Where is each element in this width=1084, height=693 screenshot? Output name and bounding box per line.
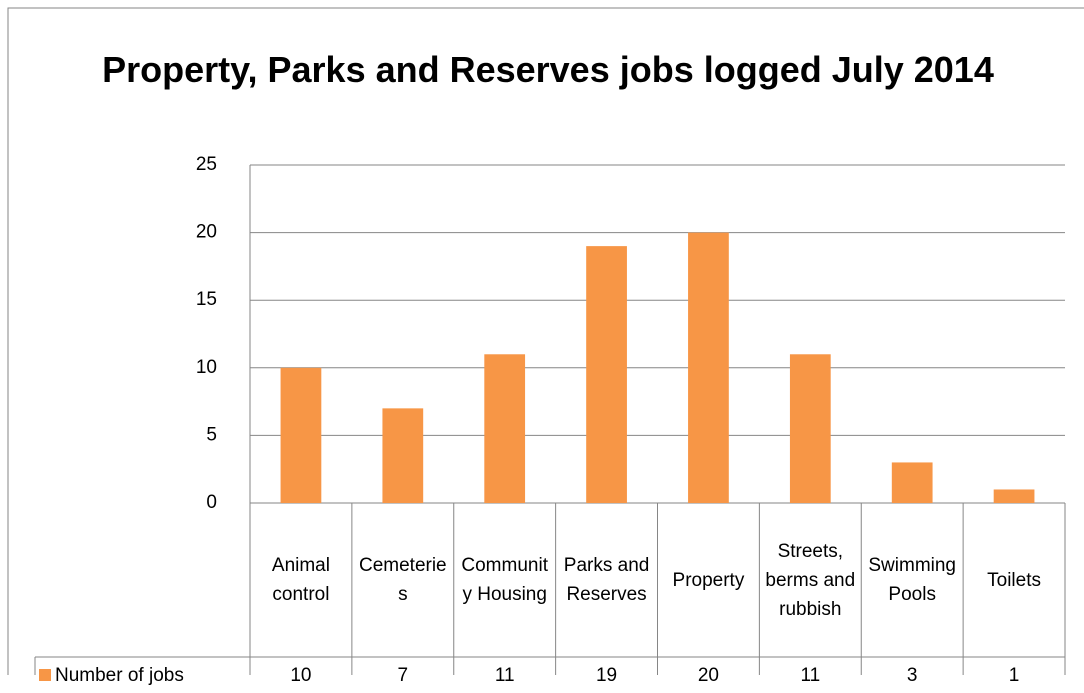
bar	[280, 367, 322, 503]
category-label: Animal control	[271, 555, 330, 605]
bar	[382, 408, 424, 503]
chart-title: Property, Parks and Reserves jobs logged…	[102, 49, 994, 90]
data-table-value: 7	[397, 664, 409, 686]
data-table-value: 1	[1008, 664, 1020, 686]
y-tick-label: 25	[196, 154, 217, 175]
y-tick-label: 10	[196, 357, 217, 378]
data-table-value: 19	[595, 664, 618, 686]
category-label: Toilets	[987, 569, 1041, 591]
bar	[789, 354, 831, 503]
bar	[891, 462, 933, 503]
y-tick-label: 0	[206, 492, 217, 513]
chart: 0 5 10 15 20 25	[7, 7, 1084, 675]
data-table-value: 11	[800, 664, 821, 686]
bar	[484, 354, 526, 503]
legend-swatch	[39, 669, 51, 681]
bar	[586, 246, 627, 503]
legend-entry: Number of jobs	[35, 657, 250, 693]
category-label: Swimming Pools	[868, 555, 956, 605]
category-label: Cemeteries	[358, 555, 447, 605]
data-table-value: 3	[906, 664, 918, 686]
y-tick-label: 20	[196, 222, 217, 243]
category-label: Streets, berms and rubbish	[765, 540, 856, 620]
bar	[993, 489, 1035, 503]
category-label: Parks and Reserves	[563, 555, 650, 605]
y-tick-label: 15	[196, 289, 217, 310]
data-table-value: 20	[697, 664, 719, 686]
y-tick-label: 5	[206, 424, 217, 445]
category-label: Property	[672, 569, 745, 591]
data-table-value: 10	[290, 664, 312, 686]
category-label: Community Housing	[461, 555, 548, 605]
data-table-value: 11	[494, 664, 515, 686]
chart-border	[7, 7, 1084, 675]
bar	[688, 232, 729, 503]
legend-label: Number of jobs	[55, 664, 184, 686]
page: {"chart_data": {"type": "bar", "title": …	[7, 7, 1084, 686]
